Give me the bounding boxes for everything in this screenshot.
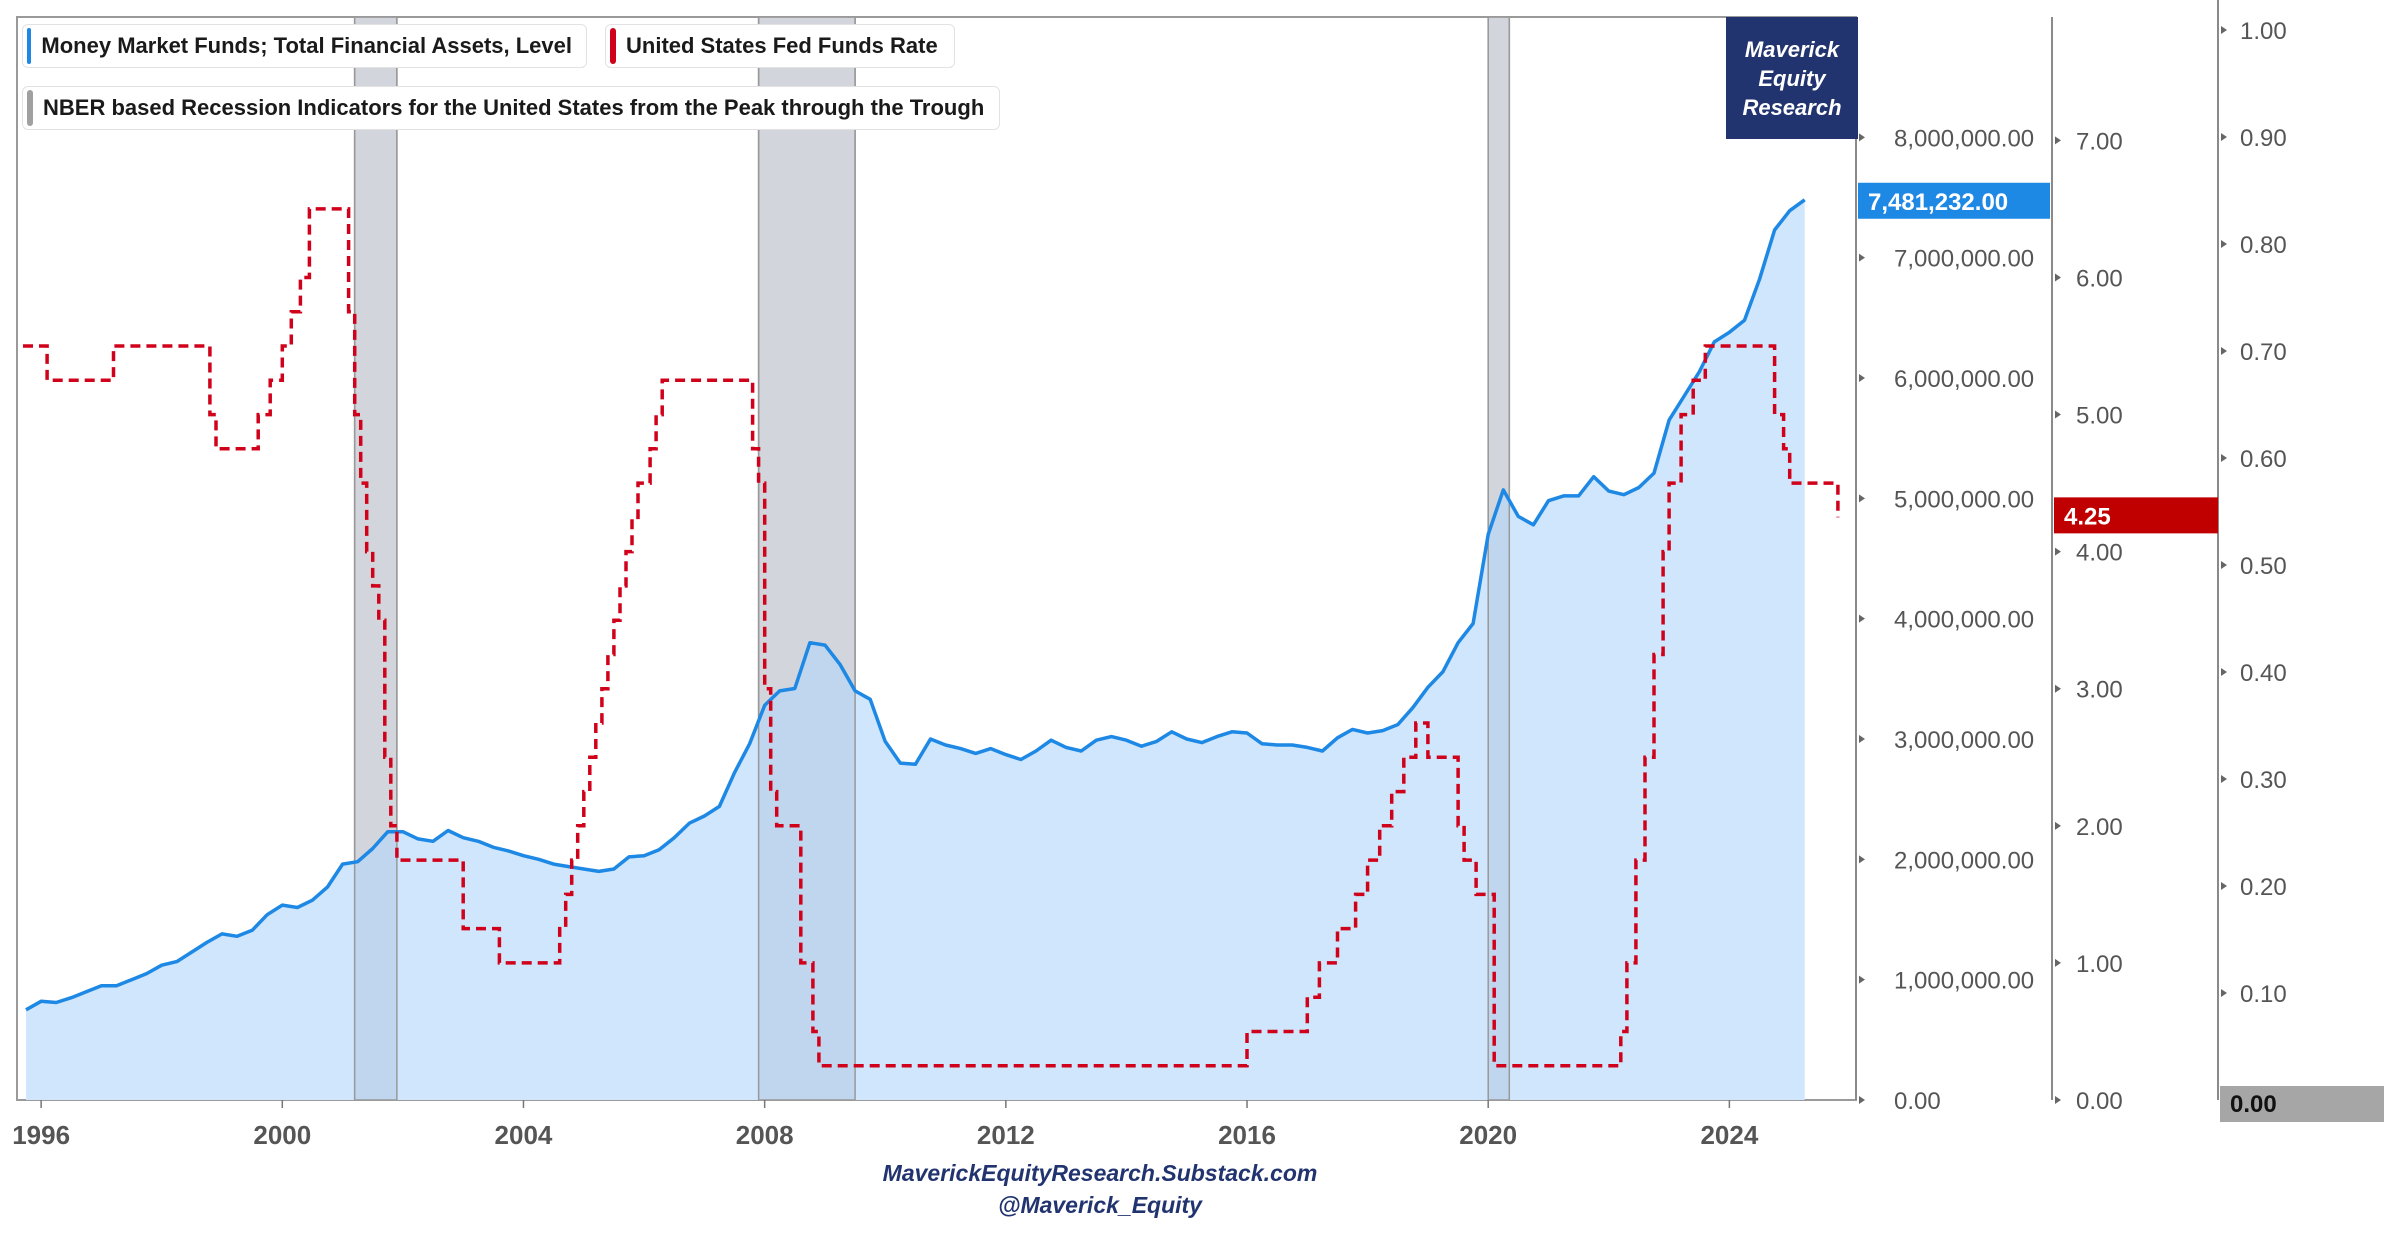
recession-axis-label: 0.70 bbox=[2240, 339, 2287, 366]
rate-axis-tick bbox=[2055, 1096, 2061, 1104]
rate-axis-tick bbox=[2055, 547, 2061, 556]
recession-axis-tick bbox=[2221, 240, 2227, 248]
mmf-area bbox=[26, 199, 1805, 1101]
legend-swatch-red bbox=[610, 28, 616, 64]
mmf-axis-label: 8,000,000.00 bbox=[1894, 125, 2034, 152]
recession-axis-label: 0.30 bbox=[2240, 767, 2287, 794]
logo-line-3: Research bbox=[1742, 94, 1842, 120]
recession-axis-label: 0.50 bbox=[2240, 553, 2287, 580]
legend-item-fed-funds-rate[interactable]: United States Fed Funds Rate bbox=[605, 24, 955, 68]
maverick-logo: Maverick Equity Research bbox=[1726, 17, 1858, 139]
mmf-axis-tick bbox=[1859, 975, 1865, 984]
legend-label-recession-indicator: NBER based Recession Indicators for the … bbox=[43, 95, 985, 120]
recession-axis-tick bbox=[2221, 989, 2227, 997]
mmf-axis-tick bbox=[1859, 1096, 1865, 1104]
mmf-axis-tick bbox=[1859, 855, 1865, 864]
rate-axis-label: 0.00 bbox=[2076, 1088, 2123, 1115]
mmf-axis-tick bbox=[1859, 253, 1865, 262]
rate-axis-tick bbox=[2055, 684, 2061, 693]
x-tick-label-2012: 2012 bbox=[977, 1120, 1035, 1150]
legend-item-recession-indicator[interactable]: NBER based Recession Indicators for the … bbox=[22, 86, 1000, 130]
recession-overlay-2 bbox=[1487, 16, 1511, 1101]
mmf-axis-label: 0.00 bbox=[1894, 1088, 1941, 1115]
rate-axis-label: 4.00 bbox=[2076, 540, 2123, 567]
mmf-axis-tick bbox=[1859, 494, 1865, 503]
recession-overlay-0 bbox=[353, 16, 398, 1101]
mmf-axis-tick bbox=[1859, 614, 1865, 623]
logo-line-1: Maverick bbox=[1744, 36, 1840, 62]
rate-axis-tick bbox=[2055, 821, 2061, 830]
rate-axis-label: 7.00 bbox=[2076, 128, 2123, 155]
recession-axis-label: 0.20 bbox=[2240, 874, 2287, 901]
recession-axis-label: 0.10 bbox=[2240, 981, 2287, 1008]
recession-axis-label: 1.00 bbox=[2240, 18, 2287, 45]
recession-axis-tick bbox=[2221, 133, 2227, 141]
x-tick-label-1996: 1996 bbox=[12, 1120, 70, 1150]
x-tick-label-2008: 2008 bbox=[736, 1120, 794, 1150]
x-tick-label-2000: 2000 bbox=[253, 1120, 311, 1150]
x-tick-label-2020: 2020 bbox=[1459, 1120, 1517, 1150]
recession-last-value-badge bbox=[2220, 1086, 2384, 1122]
legend-label-money-market-funds: Money Market Funds; Total Financial Asse… bbox=[41, 33, 572, 58]
rate-axis-tick bbox=[2055, 958, 2061, 967]
mmf-axis-label: 1,000,000.00 bbox=[1894, 968, 2034, 995]
legend-swatch-grey bbox=[27, 90, 33, 126]
rate-axis-tick bbox=[2055, 136, 2061, 145]
recession-axis-tick bbox=[2221, 347, 2227, 355]
mmf-axis-label: 3,000,000.00 bbox=[1894, 727, 2034, 754]
x-tick-label-2016: 2016 bbox=[1218, 1120, 1276, 1150]
mmf-axis-tick bbox=[1859, 735, 1865, 743]
mmf-axis-label: 5,000,000.00 bbox=[1894, 486, 2034, 513]
fed-funds-line bbox=[23, 207, 1840, 1068]
rate-last-value-label: 4.25 bbox=[2064, 503, 2111, 530]
rate-axis-label: 6.00 bbox=[2076, 265, 2123, 292]
recession-overlay-1 bbox=[757, 16, 856, 1101]
mmf-axis-label: 2,000,000.00 bbox=[1894, 847, 2034, 874]
recession-axis-tick bbox=[2221, 668, 2227, 676]
mmf-axis-label: 6,000,000.00 bbox=[1894, 366, 2034, 393]
footer-website: MaverickEquityResearch.Substack.com bbox=[882, 1160, 1318, 1186]
mmf-axis-label: 7,000,000.00 bbox=[1894, 246, 2034, 273]
rate-axis-tick bbox=[2055, 410, 2061, 419]
legend-label-fed-funds-rate: United States Fed Funds Rate bbox=[626, 33, 938, 58]
footer-handle: @Maverick_Equity bbox=[998, 1192, 1202, 1218]
rate-axis-label: 1.00 bbox=[2076, 951, 2123, 978]
logo-line-2: Equity bbox=[1758, 65, 1826, 91]
recession-axis-tick bbox=[2221, 561, 2227, 569]
rate-last-value-badge bbox=[2054, 497, 2218, 534]
mmf-line bbox=[25, 198, 1806, 1012]
mmf-axis-label: 4,000,000.00 bbox=[1894, 607, 2034, 634]
recession-axis-tick bbox=[2221, 26, 2227, 34]
recession-axis-tick bbox=[2221, 882, 2227, 890]
legend-item-money-market-funds[interactable]: Money Market Funds; Total Financial Asse… bbox=[22, 24, 587, 68]
recession-axis-label: 0.40 bbox=[2240, 660, 2287, 687]
recession-axis-tick bbox=[2221, 775, 2227, 783]
mmf-last-value-label: 7,481,232.00 bbox=[1868, 189, 2008, 216]
recession-axis-label: 0.80 bbox=[2240, 232, 2287, 259]
recession-last-value-label: 0.00 bbox=[2230, 1091, 2277, 1118]
recession-axis-label: 0.60 bbox=[2240, 446, 2287, 473]
rate-axis-tick bbox=[2055, 273, 2061, 282]
recession-axis-tick bbox=[2221, 454, 2227, 462]
mmf-axis-tick bbox=[1859, 133, 1865, 142]
x-tick-label-2004: 2004 bbox=[495, 1120, 553, 1150]
recession-axis-label: 0.90 bbox=[2240, 125, 2287, 152]
rate-axis-label: 2.00 bbox=[2076, 814, 2123, 841]
rate-axis-label: 3.00 bbox=[2076, 677, 2123, 704]
rate-axis-label: 5.00 bbox=[2076, 403, 2123, 430]
mmf-last-value-badge bbox=[1858, 182, 2050, 219]
x-tick-label-2024: 2024 bbox=[1700, 1120, 1758, 1150]
legend-swatch-blue bbox=[27, 28, 32, 64]
mmf-axis-tick bbox=[1859, 374, 1865, 382]
